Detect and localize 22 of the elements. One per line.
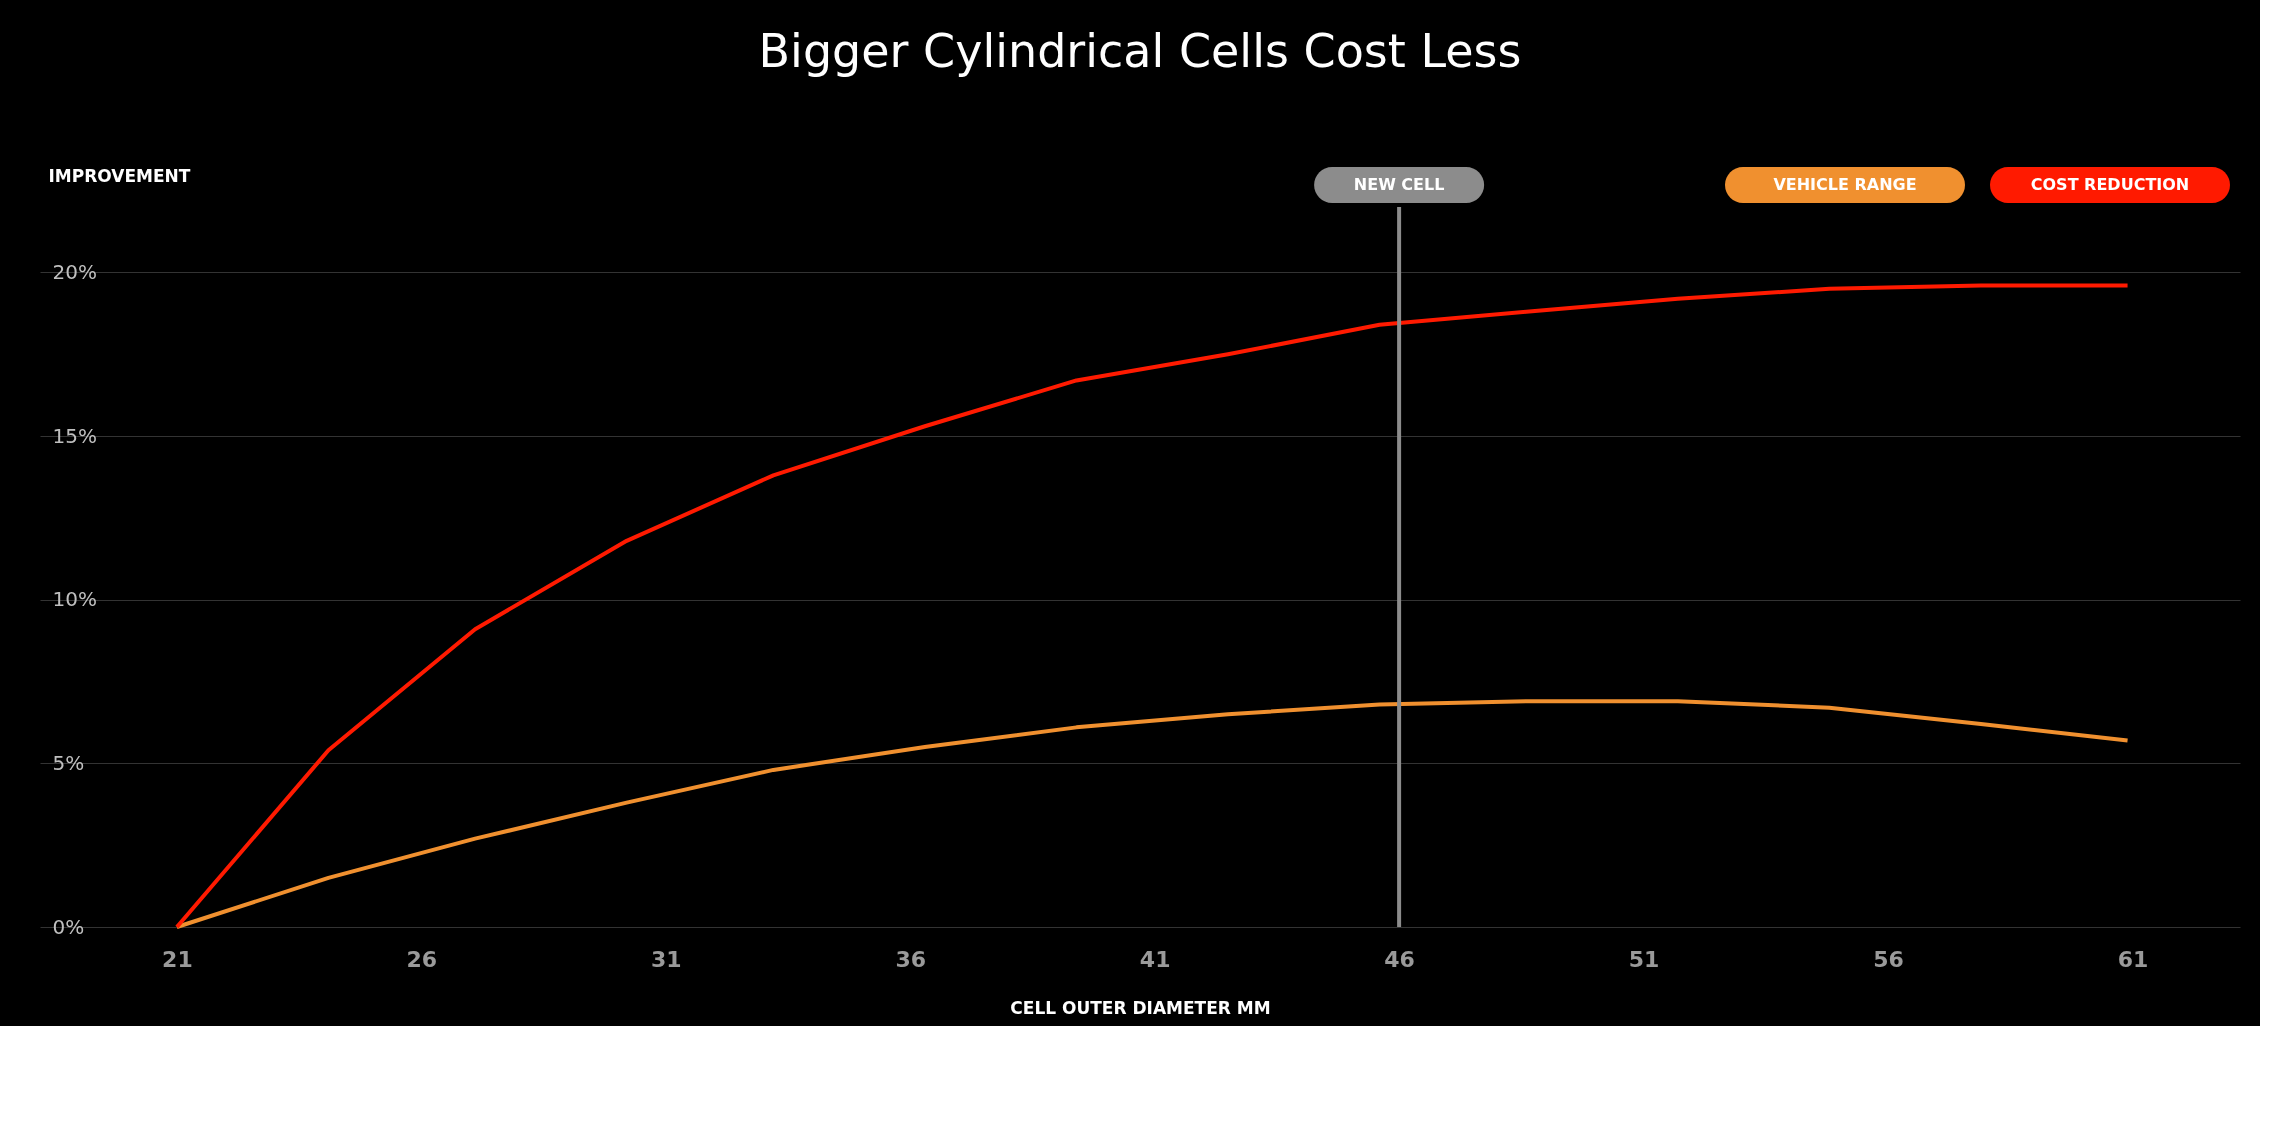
x-axis-title: CELL OUTER DIAMETER MM <box>1010 997 1271 1018</box>
x-tick-label: 41 <box>1139 946 1171 972</box>
chart-title: Bigger Cylindrical Cells Cost Less <box>758 24 1522 78</box>
y-axis-title: IMPROVEMENT <box>48 165 191 186</box>
x-tick-label: 61 <box>2117 946 2149 972</box>
line-series <box>174 283 2130 929</box>
x-tick-label: 51 <box>1628 946 1660 972</box>
x-tick-label: 26 <box>406 946 438 972</box>
x-tick-label: 46 <box>1384 946 1415 972</box>
x-tick-label: 21 <box>162 946 193 972</box>
y-tick-label: 20% <box>52 259 97 284</box>
x-tick-label: 36 <box>895 946 927 972</box>
y-tick-label: 5% <box>52 750 85 775</box>
x-tick-label: 31 <box>650 946 682 972</box>
line-series <box>174 699 2130 929</box>
y-tick-label: 0% <box>52 914 85 939</box>
ref-line-label: NEW CELL <box>1353 175 1445 194</box>
x-tick-label: 56 <box>1873 946 1904 972</box>
y-tick-label: 10% <box>52 587 97 612</box>
y-tick-label: 15% <box>52 423 97 448</box>
text: COST REDUCTION <box>2030 175 2190 194</box>
text: VEHICLE RANGE <box>1773 175 1917 194</box>
